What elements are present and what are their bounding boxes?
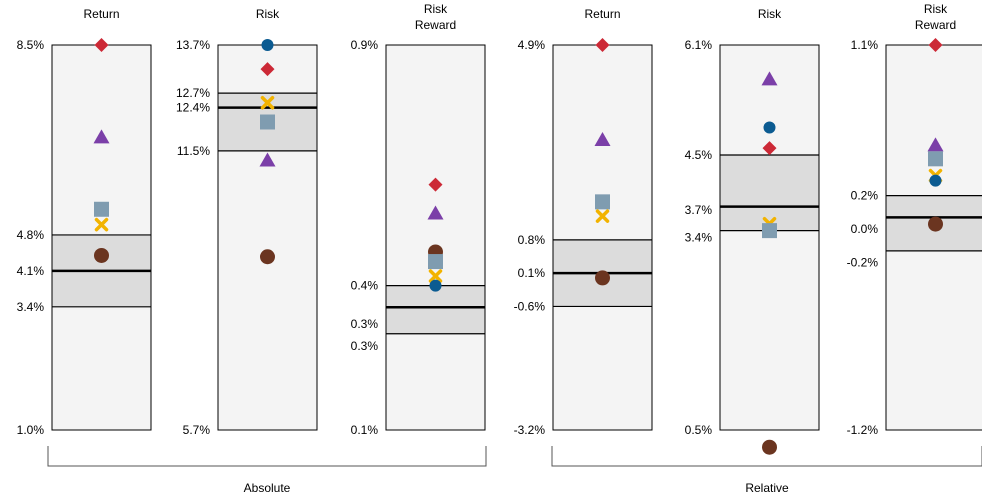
panel-title: Reward [915, 18, 956, 32]
point-circle-brown [762, 439, 777, 455]
tick-label: 13.7% [176, 38, 210, 52]
tick-label: 3.7% [685, 203, 713, 217]
tick-label: 0.4% [351, 279, 379, 293]
point-cross [428, 269, 443, 283]
point-diamond [94, 38, 109, 52]
tick-label: 11.5% [177, 144, 210, 158]
point-circle-blue [261, 39, 274, 51]
panel-title: Risk [758, 7, 782, 21]
panel-title: Risk [256, 7, 280, 21]
band [386, 285, 485, 334]
panel-border [719, 44, 820, 431]
point-cross [260, 96, 275, 110]
tick-label: 0.9% [351, 38, 379, 52]
point-circle-blue [929, 174, 942, 187]
point-square [762, 223, 777, 239]
point-triangle [93, 129, 110, 144]
panel-frame [385, 44, 486, 431]
point-square [595, 194, 610, 210]
point-diamond [762, 141, 777, 156]
point-square [928, 151, 943, 167]
tick-label: 0.3% [351, 339, 379, 353]
tick-label: 1.0% [17, 423, 45, 437]
tick-label: -1.2% [847, 423, 879, 437]
tick-label: -3.2% [514, 423, 546, 437]
point-triangle [259, 152, 276, 167]
tick-label: -0.6% [514, 299, 546, 313]
group-bracket [47, 446, 487, 467]
tick-label: 1.1% [851, 38, 879, 52]
tick-label: -0.2% [847, 256, 879, 270]
panel-border [385, 44, 486, 431]
tick-label: 12.4% [176, 101, 210, 115]
point-circle-brown [928, 216, 943, 232]
point-circle-brown [595, 270, 610, 286]
point-diamond [928, 38, 943, 52]
tick-label: 0.3% [351, 317, 379, 331]
tick-label: 3.4% [17, 300, 45, 314]
tick-label: 5.7% [183, 423, 211, 437]
panel-title: Return [584, 7, 620, 21]
tick-label: 6.1% [685, 38, 713, 52]
point-diamond [260, 62, 275, 77]
group-label: Relative [745, 481, 789, 495]
point-circle-brown [260, 249, 275, 265]
tick-label: 0.0% [851, 222, 879, 236]
point-circle-blue [763, 121, 776, 134]
panel-title: Risk [424, 2, 448, 16]
point-cross [94, 217, 109, 232]
point-triangle [761, 71, 778, 86]
tick-label: 0.1% [351, 423, 379, 437]
point-cross [595, 209, 610, 223]
tick-label: 0.2% [851, 189, 879, 203]
point-triangle [594, 132, 611, 147]
point-square [260, 114, 275, 130]
point-square [94, 201, 109, 217]
group-bracket [551, 446, 982, 467]
tick-label: 4.9% [518, 38, 546, 52]
tick-label: 0.8% [518, 233, 546, 247]
panel-frame [552, 44, 653, 431]
tick-label: 3.4% [685, 231, 713, 245]
point-square [428, 254, 443, 270]
tick-label: 12.7% [176, 86, 210, 100]
group-label: Absolute [244, 481, 291, 495]
point-diamond [595, 38, 610, 52]
tick-label: 4.1% [17, 264, 45, 278]
tick-label: 4.5% [685, 148, 713, 162]
tick-label: 0.5% [685, 423, 713, 437]
panel-title: Return [83, 7, 119, 21]
panel-title: Reward [415, 18, 456, 32]
point-diamond [428, 177, 443, 192]
point-circle-blue [429, 279, 442, 292]
point-triangle [427, 205, 444, 220]
band [720, 155, 819, 231]
point-triangle [927, 137, 944, 152]
panel-title: Risk [924, 2, 948, 16]
tick-label: 0.1% [518, 266, 546, 280]
tick-label: 8.5% [17, 38, 45, 52]
tick-label: 4.8% [17, 228, 45, 242]
point-circle-brown [94, 247, 109, 263]
